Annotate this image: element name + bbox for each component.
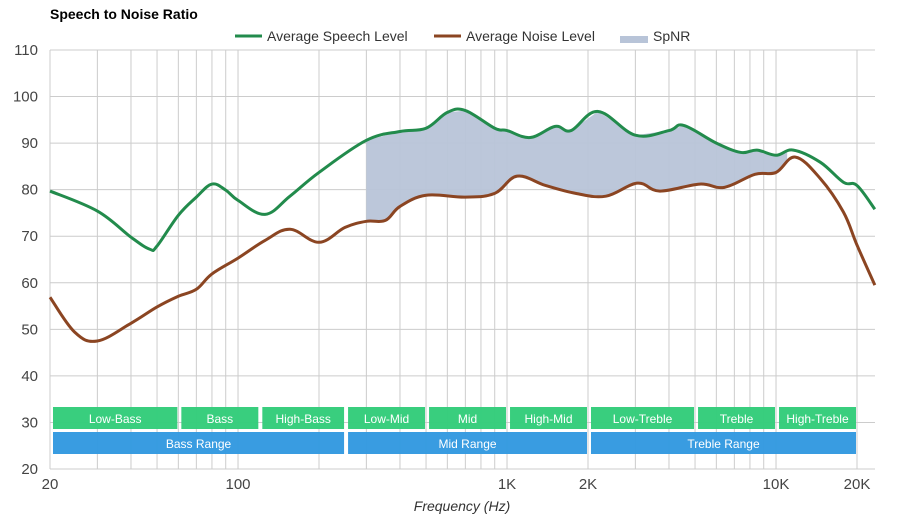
band-low-treble [591,407,695,429]
band-treble [698,407,776,429]
x-axis-title: Frequency (Hz) [414,498,510,514]
y-tick-label: 60 [21,275,38,292]
band-treble-range [591,432,856,454]
x-tick-label: 20K [844,476,871,493]
band-label: Low-Bass [89,412,142,426]
y-tick-label: 90 [21,135,38,152]
x-tick-label: 2K [579,476,597,493]
speech-level-line [49,107,877,253]
band-mid [429,407,507,429]
band-label: Mid [458,412,477,426]
y-tick-label: 110 [14,42,38,59]
y-tick-label: 50 [21,321,38,338]
gridlines [49,49,875,470]
x-tick-label: 20 [42,476,59,493]
band-bass [181,407,259,429]
band-high-bass [262,407,345,429]
band-bass-range [53,432,345,454]
legend-swatch-spnr [620,36,648,43]
band-mid-range [348,432,587,454]
band-high-mid [510,407,587,429]
y-tick-label: 70 [21,228,38,245]
noise-level-line [48,155,877,343]
y-tick-label: 40 [21,368,38,385]
legend-label-speech: Average Speech Level [267,28,408,44]
band-label: High-Treble [786,412,849,426]
chart-title: Speech to Noise Ratio [50,6,198,22]
band-label: Low-Treble [613,412,673,426]
y-tick-label: 20 [21,461,38,478]
y-axis-ticks: 20 30 40 50 60 70 80 90 100 110 [13,42,38,478]
legend-label-spnr: SpNR [653,28,690,44]
band-low-bass [53,407,178,429]
band-label: Bass [206,412,233,426]
x-tick-label: 10K [763,476,790,493]
legend-label-noise: Average Noise Level [466,28,595,44]
x-tick-label: 1K [498,476,516,493]
legend: Average Speech Level Average Noise Level… [235,28,690,44]
y-tick-label: 30 [21,414,38,431]
band-label: Mid Range [439,437,497,451]
band-label: Treble [720,412,754,426]
x-tick-label: 100 [226,476,251,493]
band-label: High-Bass [276,412,331,426]
x-axis-ticks: 20 100 1K 2K 10K 20K [42,476,871,493]
band-label: Low-Mid [364,412,409,426]
y-tick-label: 80 [21,182,38,199]
band-low-mid [348,407,426,429]
spnr-area [366,110,788,222]
band-label: Bass Range [166,437,232,451]
band-label: High-Mid [525,412,573,426]
band-label: Treble Range [687,437,760,451]
y-tick-label: 100 [13,89,38,106]
band-high-treble [779,407,856,429]
frequency-bands: Low-Bass Bass High-Bass Low-Mid Mid High-Mid L… [53,407,856,454]
